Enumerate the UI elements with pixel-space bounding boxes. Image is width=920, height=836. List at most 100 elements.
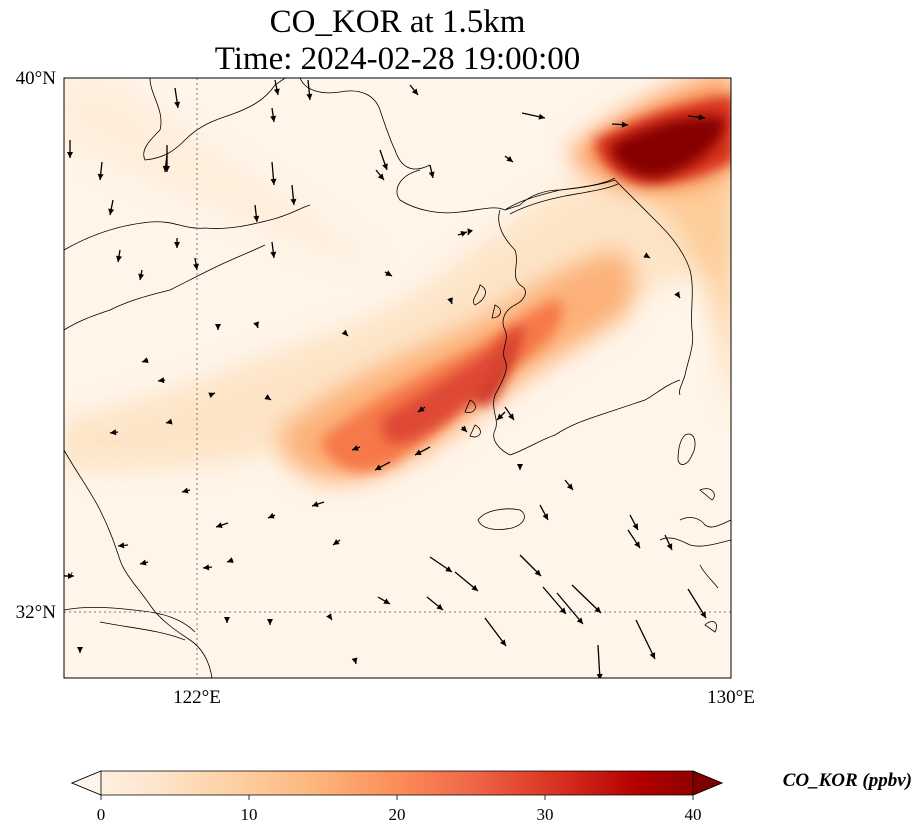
wind-arrow	[460, 425, 468, 433]
colorbar-title: CO_KOR (ppbv)	[782, 770, 912, 791]
wind-arrow	[627, 529, 641, 549]
colorbar-max-extend	[692, 770, 724, 796]
wind-arrow	[428, 164, 435, 179]
lon-label-122e: 122°E	[173, 687, 221, 708]
wind-arrow	[384, 270, 393, 277]
wind-arrow	[429, 556, 453, 573]
wind-arrow	[674, 291, 681, 299]
wind-arrow	[542, 586, 567, 615]
lon-label-130e: 130°E	[707, 687, 755, 708]
wind-arrow	[517, 464, 523, 470]
wind-arrow	[267, 619, 273, 625]
wind-arrow	[571, 584, 602, 614]
wind-arrow	[108, 199, 115, 216]
wind-arrow	[629, 514, 639, 531]
colorbar-tick-label-10: 10	[241, 805, 258, 824]
colorbar-tick-label-0: 0	[97, 805, 106, 824]
wind-arrow	[643, 252, 651, 259]
wind-arrow	[162, 154, 169, 173]
colorbar: 0 10 20 30 40	[70, 770, 724, 824]
wind-arrow	[521, 112, 546, 120]
map-frame	[63, 77, 732, 679]
wind-arrow	[484, 617, 507, 647]
wind-arrow	[311, 501, 325, 507]
wind-arrow	[273, 79, 280, 96]
wind-arrow	[457, 231, 468, 237]
wind-arrow	[409, 84, 419, 96]
wind-arrow	[332, 539, 341, 546]
wind-arrow	[417, 406, 426, 413]
concentration-field	[64, 78, 731, 678]
lat-label-32n: 32°N	[16, 602, 57, 623]
wind-arrow	[174, 238, 180, 248]
colorbar-tick-label-20: 20	[389, 805, 406, 824]
wind-arrow	[519, 554, 542, 577]
wind-arrow	[687, 114, 706, 121]
wind-arrow	[226, 557, 234, 563]
gridlines	[64, 78, 731, 678]
wind-arrow	[377, 596, 391, 605]
wind-arrow	[109, 429, 119, 436]
wind-arrow	[270, 161, 277, 186]
wind-arrow	[138, 269, 145, 281]
wind-vectors	[64, 79, 707, 678]
colorbar-tick-label-30: 30	[537, 805, 554, 824]
wind-arrow	[504, 406, 515, 421]
wind-arrow	[290, 184, 297, 206]
wind-arrow	[253, 204, 260, 223]
coastlines	[64, 78, 731, 678]
wind-arrow	[596, 644, 603, 678]
map-title-line1: CO_KOR at 1.5km	[269, 4, 526, 40]
wind-arrow	[351, 657, 358, 665]
lat-label-40n: 40°N	[16, 68, 57, 89]
wind-arrow	[564, 479, 574, 491]
wind-arrow	[97, 161, 104, 181]
wind-arrow	[174, 87, 181, 109]
wind-arrow	[539, 504, 549, 521]
wind-arrow	[374, 461, 391, 471]
wind-arrow	[215, 522, 229, 528]
wind-arrow	[326, 613, 333, 621]
wind-arrow	[504, 155, 514, 163]
wind-arrow	[270, 241, 277, 259]
map-title-line2: Time: 2024-02-28 19:00:00	[214, 41, 581, 77]
wind-arrow	[157, 377, 166, 384]
colorbar-min-extend	[70, 770, 102, 796]
wind-arrow	[270, 107, 277, 123]
wind-arrow	[141, 357, 149, 363]
wind-arrow	[208, 392, 216, 399]
wind-arrow	[139, 559, 149, 566]
wind-arrow	[77, 647, 83, 653]
wind-arrow	[414, 446, 431, 456]
wind-arrow	[116, 249, 122, 263]
wind-arrow	[635, 619, 656, 660]
wind-arrow	[181, 487, 191, 494]
wind-arrow	[426, 596, 444, 611]
wind-arrow	[611, 121, 629, 128]
wind-arrow	[215, 324, 221, 330]
wind-arrow	[467, 228, 474, 236]
wind-arrow	[165, 418, 173, 425]
wind-arrow	[556, 592, 584, 625]
wind-arrow	[64, 573, 74, 579]
wind-arrow	[202, 564, 213, 571]
wind-arrow	[264, 394, 272, 401]
colorbar-tick-label-40: 40	[685, 805, 702, 824]
wind-arrow	[687, 588, 707, 619]
wind-arrow	[454, 571, 479, 592]
wind-arrow	[496, 411, 506, 421]
wind-arrow	[224, 617, 230, 623]
wind-arrow	[664, 534, 673, 551]
wind-arrow	[306, 79, 313, 101]
wind-arrow	[447, 297, 453, 305]
colorbar-bar	[70, 770, 724, 796]
wind-arrow	[267, 512, 276, 519]
wind-arrow	[379, 149, 388, 171]
wind-arrow	[341, 329, 349, 337]
wind-arrow	[253, 321, 259, 329]
wind-arrow	[193, 257, 199, 271]
wind-arrow	[375, 169, 385, 181]
wind-arrow	[351, 445, 361, 451]
wind-arrow	[67, 140, 73, 158]
